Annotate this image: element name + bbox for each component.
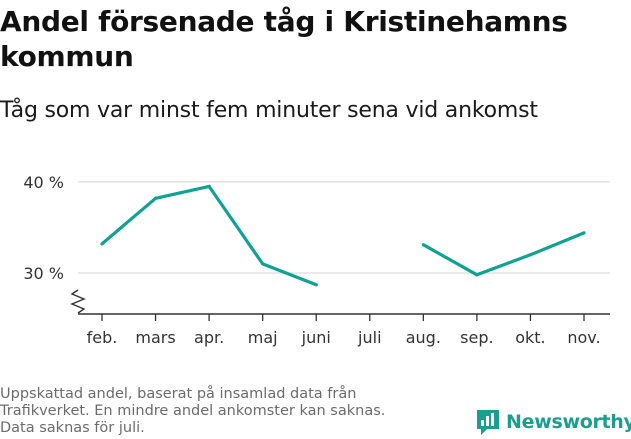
x-axis [70, 289, 610, 315]
data-point [421, 243, 425, 247]
axis-break-symbol [70, 289, 86, 314]
chart-title: Andel försenade tåg i Kristinehamns komm… [0, 4, 620, 74]
data-point [314, 283, 318, 287]
x-tick-label: juli [357, 328, 381, 347]
x-tick-label: okt. [515, 328, 545, 347]
data-point [528, 253, 533, 257]
series [100, 184, 586, 287]
x-tick-label: feb. [87, 328, 118, 347]
brand-logo: Newsworthy [476, 408, 631, 436]
chart-title-line-1: Andel försenade tåg i Kristinehamns [0, 5, 568, 38]
footnote: Uppskattad andel, baserat på insamlad da… [0, 386, 440, 437]
gridlines [78, 181, 610, 274]
series-line-segment [422, 231, 585, 277]
brand-name: Newsworthy [506, 411, 631, 433]
series-line-segment [100, 184, 317, 287]
x-tick-label: aug. [406, 328, 441, 347]
x-tick-label: juni [301, 328, 331, 347]
data-point [207, 184, 211, 189]
x-tick-label: apr. [194, 328, 224, 347]
x-tick-label: nov. [567, 328, 600, 347]
x-tick-label: sep. [460, 328, 493, 347]
y-axis: 30 % 40 % [23, 173, 64, 283]
data-point [475, 273, 479, 277]
chart-title-line-2: kommun [0, 40, 134, 73]
data-point [153, 196, 158, 200]
x-tick-labels: feb. mars apr. maj juni juli aug. sep. okt. nov. [87, 314, 601, 347]
chart-subtitle: Tåg som var minst fem minuter sena vid a… [0, 98, 538, 123]
y-tick-label: 30 % [23, 264, 64, 283]
newsworthy-logo-icon [477, 410, 499, 435]
footnote-line-2: Trafikverket. En mindre andel ankomster … [0, 403, 386, 419]
data-point [100, 242, 104, 246]
line-chart: 30 % 40 % feb. mars apr. maj juni juli aug. sep.… [23, 173, 610, 347]
x-tick-label: maj [248, 328, 278, 347]
data-point [582, 231, 586, 235]
footnote-line-1: Uppskattad andel, baserat på insamlad da… [0, 386, 357, 402]
x-tick-label: mars [135, 328, 175, 347]
data-point [261, 262, 265, 266]
footnote-line-3: Data saknas för juli. [0, 420, 145, 436]
y-tick-label: 40 % [23, 173, 64, 192]
